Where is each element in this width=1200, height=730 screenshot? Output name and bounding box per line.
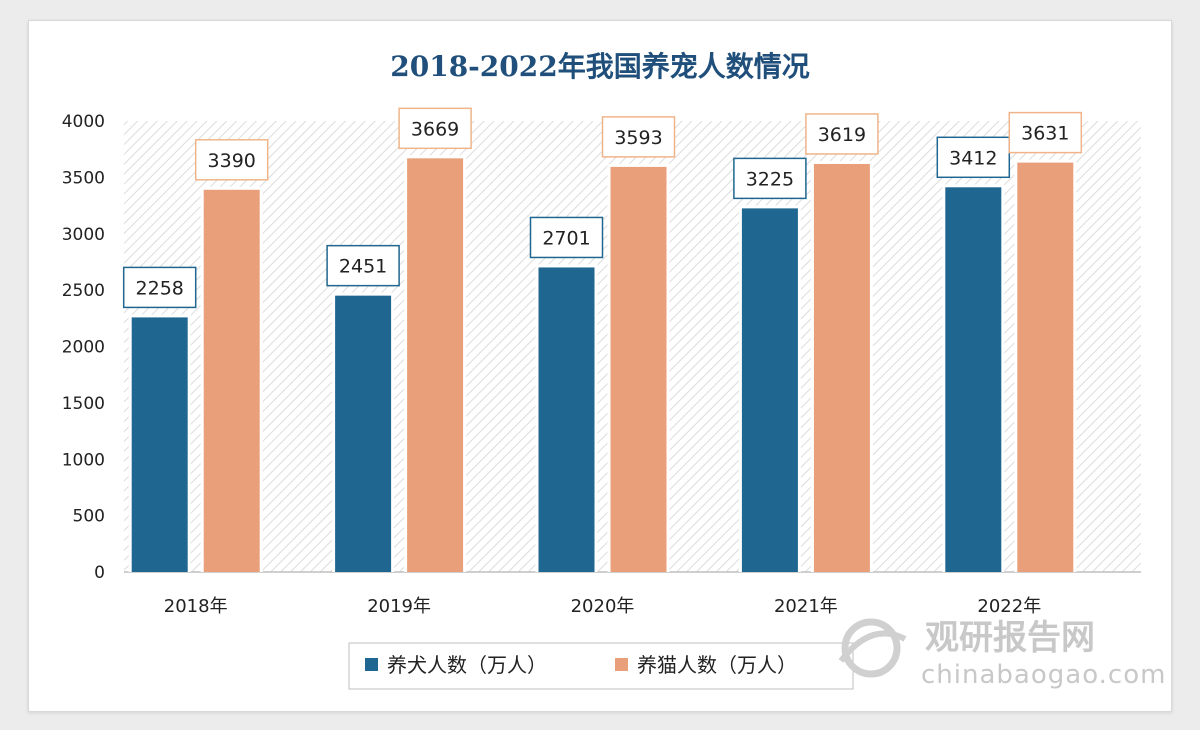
watermark: 观研报告网 chinabaogao.com	[838, 618, 1166, 690]
x-axis: 2018年 2019年 2020年 2021年 2022年	[164, 596, 1041, 617]
data-label: 2451	[339, 256, 387, 278]
watermark-text-cn: 观研报告网	[925, 618, 1095, 658]
chart-title: 2018-2022年我国养宠人数情况	[390, 50, 809, 83]
x-tick-label: 2019年	[367, 596, 431, 617]
y-tick-label: 2500	[62, 281, 105, 301]
x-tick-label: 2018年	[164, 596, 228, 617]
data-label-box	[398, 107, 472, 150]
data-label: 3593	[614, 127, 662, 149]
data-label-box	[1008, 111, 1083, 154]
bar-dog	[335, 295, 392, 572]
y-tick-label: 1500	[62, 394, 105, 414]
data-label-box	[326, 244, 400, 287]
y-tick-label: 4000	[62, 112, 105, 132]
bar-cat	[1017, 162, 1074, 573]
y-tick-label: 1000	[62, 450, 105, 470]
y-tick-label: 0	[94, 563, 105, 583]
data-label: 2258	[136, 277, 184, 299]
y-tick-label: 500	[73, 507, 105, 527]
watermark-text-en: chinabaogao.com	[921, 660, 1166, 690]
bar-cat	[610, 166, 667, 572]
data-label: 2701	[542, 227, 590, 249]
data-label-box	[601, 116, 676, 158]
data-label: 3412	[949, 147, 997, 169]
data-label-box	[194, 139, 269, 181]
y-axis: 0 500 1000 1500 2000 2500 3000 3500 4000	[62, 112, 105, 583]
legend-swatch	[615, 658, 628, 671]
chart-card: 2018-2022年我国养宠人数情况 0 500 1000 1500 2000 2500 3…	[28, 20, 1172, 712]
bar-cat	[407, 158, 464, 572]
x-tick-label: 2020年	[571, 596, 635, 617]
y-tick-label: 3500	[62, 168, 105, 188]
data-label: 3619	[818, 124, 866, 146]
bar-chart: 2018-2022年我国养宠人数情况 0 500 1000 1500 2000 2500 3…	[62, 50, 1166, 690]
data-label: 3390	[208, 150, 256, 172]
legend-label: 养犬人数（万人）	[387, 653, 547, 677]
legend-label: 养猫人数（万人）	[637, 653, 797, 677]
bar-dog	[741, 208, 798, 572]
bar-dog	[131, 317, 188, 572]
bars-group	[128, 155, 1077, 573]
watermark-logo-ring	[841, 618, 901, 678]
legend-swatch	[365, 658, 378, 671]
bar-dog	[538, 267, 595, 572]
data-label-box	[936, 136, 1011, 179]
bar-dog	[945, 187, 1002, 572]
data-label: 3669	[411, 118, 459, 140]
x-tick-label: 2021年	[774, 596, 838, 617]
data-label-box	[529, 216, 604, 259]
data-label-box	[733, 157, 807, 200]
x-tick-label: 2022年	[977, 596, 1041, 617]
bar-cat	[813, 163, 870, 572]
data-labels: 2258 3390 2451 3669 2701 3593 3225 3619 3412 3631	[122, 107, 1083, 309]
data-label: 3225	[746, 168, 794, 190]
y-tick-label: 3000	[62, 225, 105, 245]
legend-box	[348, 642, 854, 690]
data-label-box	[122, 266, 197, 309]
watermark-logo-swoosh	[838, 630, 907, 663]
data-label-box	[805, 113, 879, 155]
watermark-logo-icon	[838, 618, 907, 678]
data-label: 3631	[1021, 123, 1069, 145]
bar-cat	[203, 189, 260, 572]
y-tick-label: 2000	[62, 338, 105, 358]
legend: 养犬人数（万人） 养猫人数（万人）	[348, 642, 854, 690]
